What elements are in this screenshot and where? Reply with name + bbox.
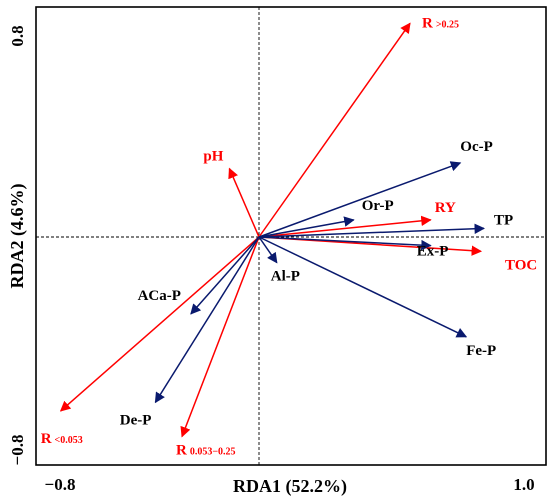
vector-label-de-p: De-P	[120, 412, 152, 428]
x-axis-title: RDA1 (52.2%)	[233, 476, 347, 497]
vector-label-al-p: Al-P	[271, 269, 300, 285]
x-tick-max: 1.0	[513, 475, 534, 494]
vector-label-r-0-053: R <0.053	[41, 431, 83, 447]
vector-arrow-r-0-053	[59, 236, 260, 412]
vector-label-ph: pH	[203, 149, 223, 165]
vector-arrow-ry	[258, 215, 432, 238]
vector-arrow-ph	[228, 167, 260, 238]
vector-arrow-r-0-053-0-25	[180, 236, 260, 438]
vector-arrow-fe-p	[258, 236, 468, 338]
vector-label-or-p: Or-P	[362, 198, 394, 214]
y-axis-title: RDA2 (4.6%)	[7, 184, 28, 289]
vector-arrow-tp	[258, 223, 486, 238]
vector-label-ex-p: Ex-P	[417, 244, 449, 260]
vector-label-r-0-25: R >0.25	[422, 15, 459, 31]
vector-label-r-0-053-0-25: R 0.053−0.25	[176, 443, 236, 459]
vector-label-oc-p: Oc-P	[460, 139, 492, 155]
vector-arrow-aca-p	[190, 236, 260, 315]
vector-label-fe-p: Fe-P	[466, 343, 496, 359]
vector-arrow-oc-p	[258, 161, 462, 238]
vector-arrow-ex-p	[258, 236, 432, 251]
y-tick-max: 0.8	[8, 25, 27, 46]
vector-label-tp: TP	[494, 212, 513, 228]
vector-arrow-or-p	[258, 216, 355, 238]
vector-label-layer: R >0.25 pH RY TOC R <0.053 R 0.053−0.25 Oc-P Or-P T…	[41, 15, 538, 458]
vector-arrow-de-p	[154, 236, 260, 404]
y-tick-min: −0.8	[8, 435, 27, 466]
x-tick-min: −0.8	[45, 475, 76, 494]
plot-frame	[35, 6, 547, 466]
vector-label-ry: RY	[435, 200, 456, 216]
vector-arrow-al-p	[258, 236, 278, 264]
vector-layer	[59, 22, 486, 438]
vector-label-aca-p: ACa-P	[138, 288, 181, 304]
vector-label-toc: TOC	[505, 257, 537, 273]
vector-arrow-r-0-25	[258, 22, 411, 238]
